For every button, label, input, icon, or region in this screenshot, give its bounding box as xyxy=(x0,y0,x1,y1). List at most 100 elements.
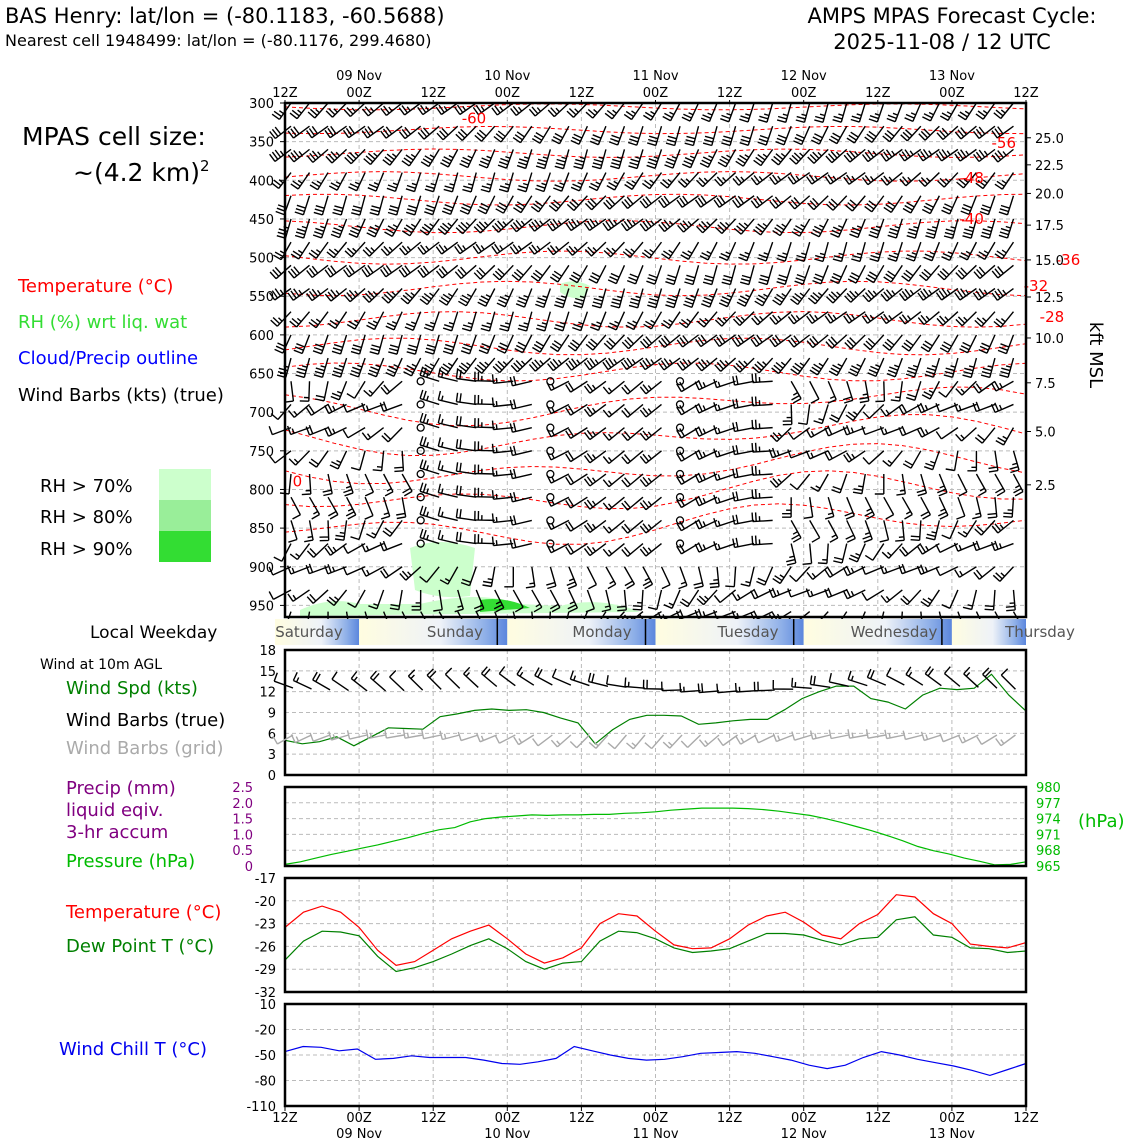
wind-barb xyxy=(917,148,940,162)
wind-barb xyxy=(289,543,311,561)
pressure-axis: 300 350 400 450 500 550 600 650 700 750 800 850 900 9… xyxy=(249,97,285,614)
wind-barb xyxy=(732,375,755,386)
wind-barb xyxy=(918,172,940,187)
wind-barb xyxy=(694,608,718,620)
temperature-contour xyxy=(284,470,1027,510)
wind-barb xyxy=(825,334,848,349)
temperature-contour-label: -36 xyxy=(1056,251,1081,269)
swatch-rh80 xyxy=(159,500,211,531)
wind-barb xyxy=(713,589,737,604)
wind-barb xyxy=(566,566,578,590)
wind-barb xyxy=(953,402,977,412)
wind-barb xyxy=(694,495,718,507)
wind-barb xyxy=(398,102,422,116)
wind-barb xyxy=(477,195,496,215)
wind-barb xyxy=(384,218,403,238)
wind-barb xyxy=(437,367,458,382)
wind-barb xyxy=(382,148,403,166)
wind-barb xyxy=(813,404,829,425)
wind-barb xyxy=(787,171,811,185)
wind-barb xyxy=(733,357,755,373)
wind-barb xyxy=(627,125,644,146)
wind-barb xyxy=(694,519,718,530)
calm-marker xyxy=(416,469,425,479)
wind-barb xyxy=(509,241,533,255)
wind-barb-true xyxy=(828,672,849,688)
wind-barb xyxy=(602,218,625,232)
wind-barb xyxy=(363,148,385,166)
wind-barb-grid xyxy=(439,730,460,741)
sfc-temp-label: Temperature (°C) xyxy=(65,902,221,923)
wind-barb xyxy=(790,288,811,306)
wind-barb-grid xyxy=(550,734,572,748)
wind-barb xyxy=(923,450,941,471)
wind-barb xyxy=(628,149,644,170)
wind-barb xyxy=(751,396,773,407)
bottom-time-axis: 12Z 00Z 12Z 00Z 12Z 00Z 12Z 00Z 12Z 00Z 12Z 09 Nov 1… xyxy=(272,1106,1039,1140)
wind-barb xyxy=(938,380,959,398)
wind-barb xyxy=(740,265,755,286)
weekday-cell xyxy=(803,619,952,645)
wind-barb xyxy=(496,334,514,354)
wind-barb xyxy=(848,357,866,377)
wind-barb xyxy=(694,472,718,484)
wind-barb xyxy=(709,566,720,589)
wind-barb xyxy=(678,311,700,329)
wind-barb xyxy=(898,148,922,162)
wind-barb xyxy=(343,473,354,497)
wind-barb xyxy=(830,218,848,238)
wind-barb xyxy=(271,102,292,120)
wind-barb xyxy=(331,357,348,378)
wind-barb xyxy=(361,264,385,278)
wind-barb xyxy=(660,566,671,590)
cycle-title: AMPS MPAS Forecast Cycle: xyxy=(808,4,1097,28)
wind-barb xyxy=(732,172,755,186)
wind-barb xyxy=(751,535,773,546)
wind-barb xyxy=(366,218,385,238)
wind-barb xyxy=(851,241,866,263)
wind-barb-grid xyxy=(309,732,331,742)
wind-barb xyxy=(491,218,514,233)
wind-barb xyxy=(869,241,885,262)
wind-barb xyxy=(943,218,959,239)
wind-barb xyxy=(565,496,588,509)
wind-barb xyxy=(325,148,348,164)
wind-barb xyxy=(586,566,598,590)
wind-barb xyxy=(380,241,403,257)
wind-barb xyxy=(437,460,458,475)
wind-barb xyxy=(480,172,496,193)
wind-barb xyxy=(330,218,348,239)
wind-barb xyxy=(979,195,996,216)
wind-barb xyxy=(346,380,366,399)
wind-barb xyxy=(769,195,792,209)
top-hour-tick-label: 12Z xyxy=(1013,86,1039,101)
wind-barb xyxy=(713,448,736,458)
wind-barb xyxy=(437,530,458,545)
wind-barb-grid xyxy=(976,734,998,745)
precip-tick-label: 1.0 xyxy=(232,828,253,843)
top-hour-tick-label: 12Z xyxy=(569,86,595,101)
wind-barb xyxy=(348,172,366,192)
wind-barb-true xyxy=(847,670,868,687)
wind-barb xyxy=(380,566,403,579)
wind-barb xyxy=(602,543,625,557)
wind-barb xyxy=(936,125,959,141)
wind-barb xyxy=(751,419,773,430)
wind-barb xyxy=(306,125,329,139)
wind-barb xyxy=(814,241,829,263)
wind-barb xyxy=(455,508,477,522)
top-hour-tick-label: 00Z xyxy=(346,86,372,101)
wind-barb-grid xyxy=(476,733,498,743)
wind-barb xyxy=(861,172,885,186)
calm-marker xyxy=(675,539,685,548)
wind-barb xyxy=(713,334,737,347)
wind-barb xyxy=(751,489,773,500)
wind10-title: Wind at 10m AGL xyxy=(40,657,162,673)
wind-barb xyxy=(919,264,940,282)
wind-barb xyxy=(639,543,662,557)
wind-barb xyxy=(535,149,552,170)
wind-barb xyxy=(547,102,570,118)
wind-barb xyxy=(920,496,932,520)
wind-barb xyxy=(647,288,663,309)
wind-barb xyxy=(565,519,588,532)
